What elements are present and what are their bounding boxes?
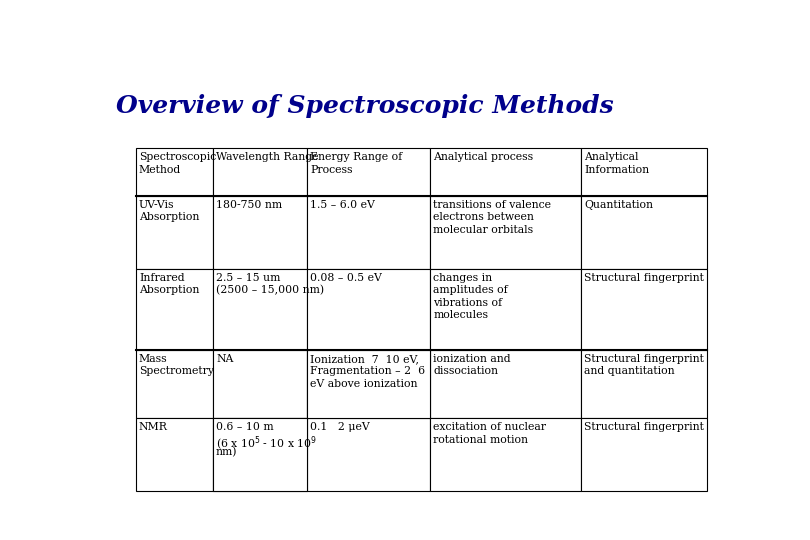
- Text: Spectrometry: Spectrometry: [139, 366, 214, 376]
- Text: Fragmentation – 2  6: Fragmentation – 2 6: [310, 366, 425, 376]
- Text: Infrared: Infrared: [139, 273, 185, 283]
- Text: Absorption: Absorption: [139, 212, 199, 222]
- Text: rotational motion: rotational motion: [433, 435, 528, 445]
- Text: Overview of Spectroscopic Methods: Overview of Spectroscopic Methods: [116, 94, 614, 118]
- Text: Wavelength Range: Wavelength Range: [216, 152, 318, 162]
- Text: nm): nm): [216, 447, 237, 457]
- Text: vibrations of: vibrations of: [433, 298, 502, 308]
- Text: Mass: Mass: [139, 354, 168, 364]
- Text: dissociation: dissociation: [433, 366, 498, 376]
- Text: Energy Range of: Energy Range of: [310, 152, 403, 162]
- Text: UV-Vis: UV-Vis: [139, 200, 174, 210]
- Text: electrons between: electrons between: [433, 212, 534, 222]
- Text: Process: Process: [310, 165, 353, 174]
- Text: eV above ionization: eV above ionization: [310, 379, 418, 389]
- Text: NMR: NMR: [139, 422, 168, 433]
- Text: Ionization  7  10 eV,: Ionization 7 10 eV,: [310, 354, 420, 364]
- Text: 0.1   2 μeV: 0.1 2 μeV: [310, 422, 370, 433]
- Text: 0.6 – 10 m: 0.6 – 10 m: [216, 422, 274, 433]
- Text: Analytical process: Analytical process: [433, 152, 533, 162]
- Text: (2500 – 15,000 nm): (2500 – 15,000 nm): [216, 285, 324, 295]
- Text: excitation of nuclear: excitation of nuclear: [433, 422, 546, 433]
- Text: Absorption: Absorption: [139, 285, 199, 295]
- Text: (6 x 10$^5$ - 10 x 10$^9$: (6 x 10$^5$ - 10 x 10$^9$: [216, 435, 318, 453]
- Text: Quantitation: Quantitation: [585, 200, 654, 210]
- Text: molecular orbitals: molecular orbitals: [433, 225, 533, 235]
- Text: Structural fingerprint: Structural fingerprint: [585, 422, 705, 433]
- Text: amplitudes of: amplitudes of: [433, 285, 508, 295]
- Text: Spectroscopic: Spectroscopic: [139, 152, 216, 162]
- Text: Analytical: Analytical: [585, 152, 639, 162]
- Text: 2.5 – 15 um: 2.5 – 15 um: [216, 273, 280, 283]
- Text: molecules: molecules: [433, 310, 488, 320]
- Text: Method: Method: [139, 165, 181, 174]
- Text: changes in: changes in: [433, 273, 492, 283]
- Text: 0.08 – 0.5 eV: 0.08 – 0.5 eV: [310, 273, 382, 283]
- Text: 1.5 – 6.0 eV: 1.5 – 6.0 eV: [310, 200, 375, 210]
- Text: Structural fingerprint: Structural fingerprint: [585, 273, 705, 283]
- Text: NA: NA: [216, 354, 233, 364]
- Text: ionization and: ionization and: [433, 354, 511, 364]
- Text: Structural fingerprint: Structural fingerprint: [585, 354, 705, 364]
- Text: transitions of valence: transitions of valence: [433, 200, 551, 210]
- Text: and quantitation: and quantitation: [585, 366, 675, 376]
- Text: 180-750 nm: 180-750 nm: [216, 200, 282, 210]
- Text: Information: Information: [585, 165, 650, 174]
